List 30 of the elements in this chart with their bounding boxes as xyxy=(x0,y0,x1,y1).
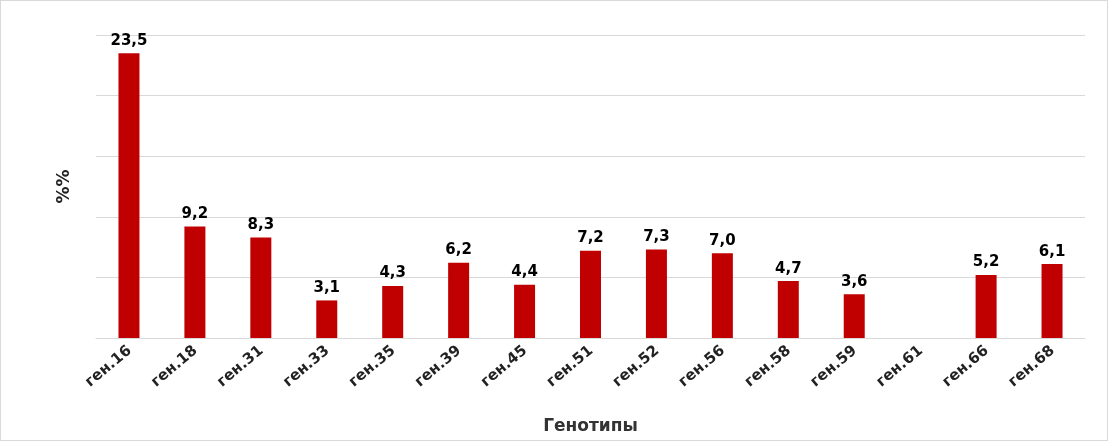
y-axis-title: %% xyxy=(52,169,73,204)
data-label: 4,3 xyxy=(379,263,406,282)
data-label: 4,4 xyxy=(511,262,538,281)
bar xyxy=(1041,264,1063,338)
bar xyxy=(382,285,404,338)
x-axis-title: Генотипы xyxy=(543,414,638,435)
data-label: 7,2 xyxy=(577,228,604,247)
data-label: 4,7 xyxy=(775,258,802,277)
data-label: 7,3 xyxy=(643,227,670,246)
bar xyxy=(184,226,206,338)
bar xyxy=(645,249,667,338)
data-label: 3,6 xyxy=(840,271,868,290)
data-label: 7,0 xyxy=(709,230,736,249)
bar xyxy=(777,281,799,338)
bar xyxy=(975,274,997,338)
data-label: 6,2 xyxy=(445,240,472,259)
bar xyxy=(843,294,865,338)
data-label: 5,2 xyxy=(972,252,1000,271)
bar xyxy=(514,284,536,338)
data-label: 6,1 xyxy=(1038,241,1066,260)
bar xyxy=(448,262,470,338)
data-label: 23,5 xyxy=(110,30,148,49)
data-label: 8,3 xyxy=(247,214,275,233)
data-label: 9,2 xyxy=(181,204,209,222)
bar xyxy=(316,300,338,338)
bar xyxy=(711,253,733,338)
bar xyxy=(580,250,601,338)
bar xyxy=(118,53,140,338)
data-label: 3,1 xyxy=(313,277,341,296)
bar xyxy=(250,237,272,338)
